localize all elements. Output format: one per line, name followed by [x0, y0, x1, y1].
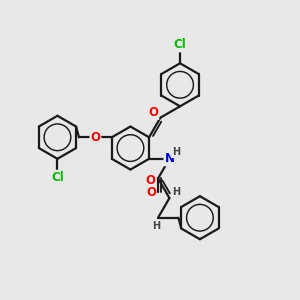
- Text: Cl: Cl: [174, 38, 186, 51]
- Text: O: O: [148, 106, 158, 119]
- Text: O: O: [90, 131, 100, 144]
- Text: O: O: [145, 174, 155, 187]
- Text: N: N: [164, 152, 174, 165]
- Text: H: H: [172, 187, 181, 197]
- Text: O: O: [146, 186, 156, 199]
- Text: H: H: [152, 221, 160, 231]
- Text: Cl: Cl: [51, 171, 64, 184]
- Text: H: H: [172, 147, 180, 157]
